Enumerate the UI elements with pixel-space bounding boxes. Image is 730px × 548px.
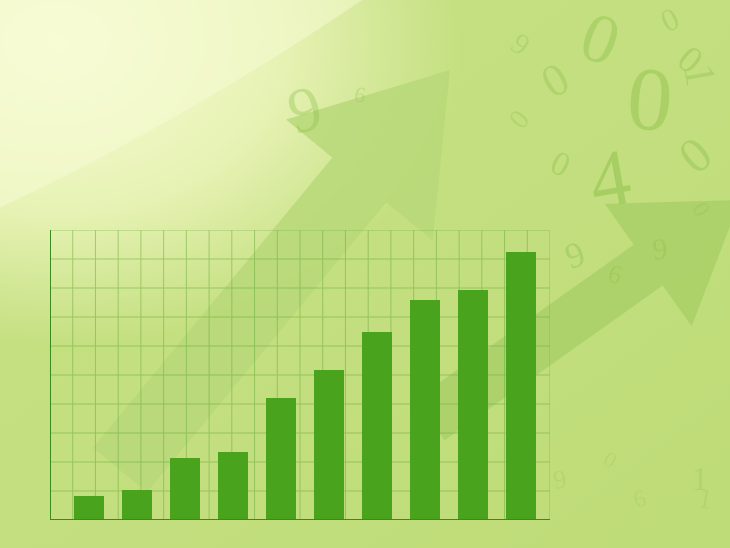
bar-chart — [50, 230, 550, 520]
bar — [74, 496, 104, 520]
bar — [362, 332, 392, 520]
bar — [314, 370, 344, 520]
bar — [266, 398, 296, 520]
bar — [410, 300, 440, 520]
bar — [506, 252, 536, 520]
bar — [458, 290, 488, 520]
chart-bars — [74, 252, 536, 520]
bar — [170, 458, 200, 520]
bar — [218, 452, 248, 520]
bar-chart-svg — [50, 230, 550, 520]
bar — [122, 490, 152, 520]
